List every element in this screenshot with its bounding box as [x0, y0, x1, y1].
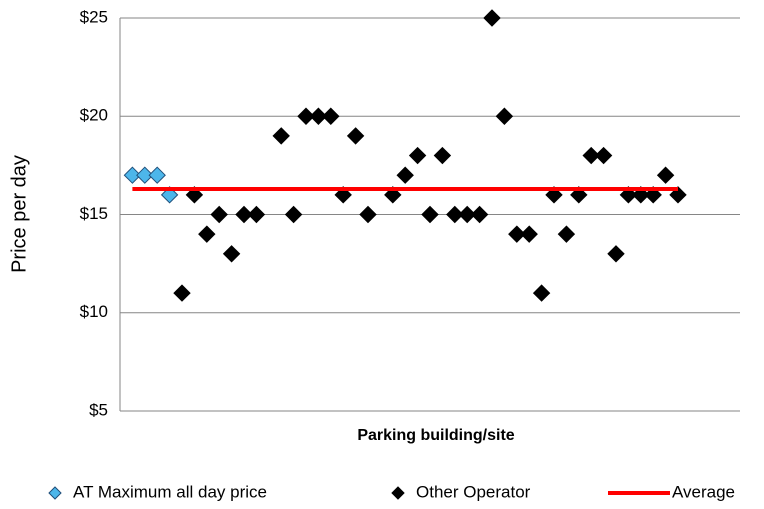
legend-swatch: [391, 486, 405, 500]
point: [582, 146, 600, 165]
point: [607, 245, 625, 263]
y-tick-label: $25: [80, 7, 108, 26]
point: [322, 107, 340, 125]
y-axis-title: Price per day: [8, 155, 30, 273]
point: [136, 166, 154, 184]
legend-label: AT Maximum all day price: [73, 482, 267, 501]
legend-label: Average: [672, 482, 735, 501]
point: [508, 225, 526, 243]
point: [483, 9, 501, 27]
point: [532, 284, 551, 302]
point: [557, 225, 576, 243]
y-tick-label: $5: [89, 400, 108, 419]
point: [458, 205, 476, 224]
point: [594, 146, 613, 165]
y-tick-label: $15: [80, 204, 108, 223]
point: [198, 225, 216, 243]
point: [520, 225, 538, 243]
x-axis-title: Parking building/site: [357, 427, 514, 444]
point: [656, 166, 675, 184]
point: [309, 107, 328, 125]
point: [359, 205, 377, 224]
point: [148, 166, 166, 184]
point: [495, 107, 514, 125]
point: [235, 205, 253, 224]
point: [173, 284, 191, 302]
point: [408, 146, 427, 165]
point: [272, 127, 290, 145]
point: [247, 205, 266, 224]
point: [210, 205, 228, 224]
legend-swatch: [48, 486, 62, 500]
point: [123, 166, 142, 184]
point: [433, 146, 452, 165]
point: [297, 107, 315, 125]
legend-label: Other Operator: [416, 482, 531, 501]
point: [421, 205, 439, 224]
y-tick-label: $20: [80, 106, 108, 125]
point: [346, 127, 365, 145]
point: [470, 205, 489, 224]
point: [396, 166, 414, 184]
point: [284, 205, 303, 224]
y-tick-label: $10: [80, 302, 108, 321]
point: [222, 245, 241, 263]
point: [446, 205, 464, 224]
